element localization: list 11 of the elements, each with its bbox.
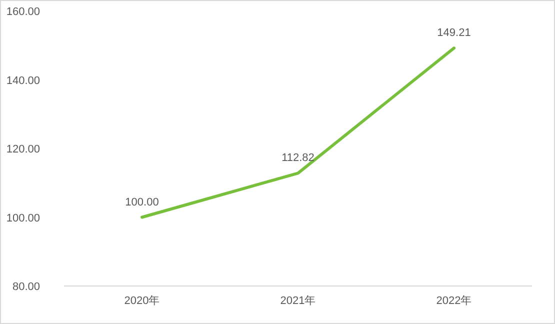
ytick: 80.00	[12, 281, 40, 293]
xtick: 2020年	[124, 295, 160, 307]
ytick: 100.00	[6, 212, 40, 224]
data-label: 149.21	[437, 27, 471, 40]
xtick: 2021年	[280, 295, 316, 307]
ytick: 160.00	[6, 6, 40, 18]
ytick: 140.00	[6, 74, 40, 87]
data-label: 100.00	[125, 196, 159, 208]
xtick: 2022年	[436, 295, 472, 307]
data-label: 112.82	[282, 152, 314, 164]
ytick: 120.00	[6, 144, 40, 156]
